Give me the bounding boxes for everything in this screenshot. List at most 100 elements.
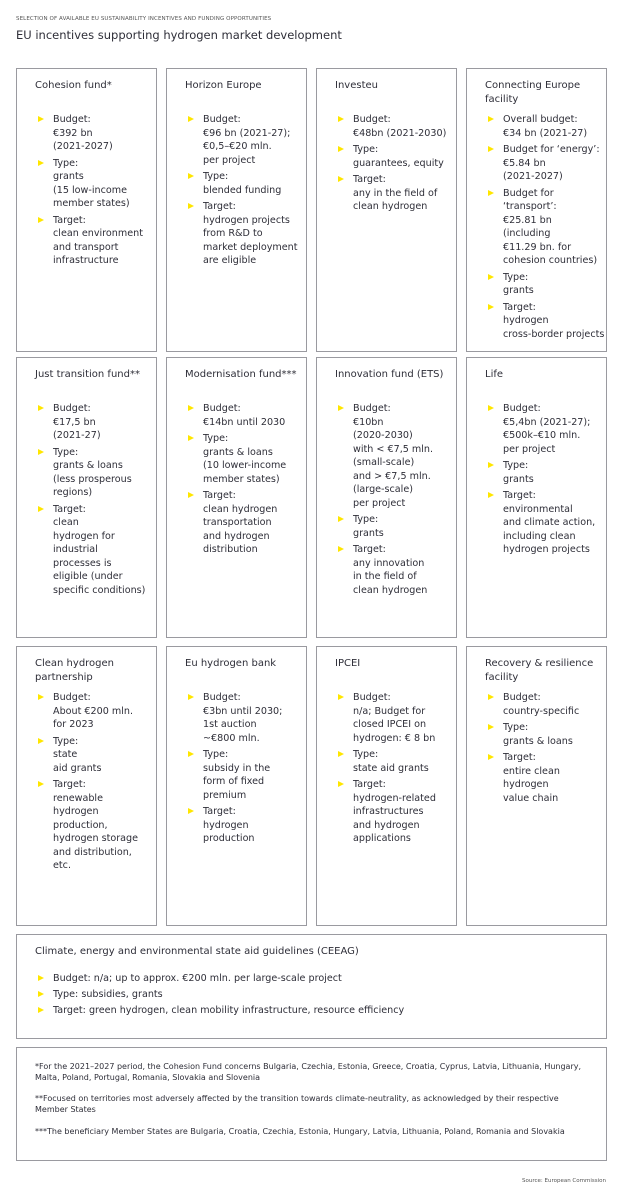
item-text: (2021-27) [53,430,101,441]
item-text: Type: [203,171,229,182]
list-item: Type: state aid grants [317,748,456,775]
list-item: Target: clean hydrogen for industrial proces… [17,503,156,598]
card-title-line: partnership [35,671,93,683]
item-text: Target: [503,490,536,501]
bullet [38,216,44,223]
list-item: Type: grants & loans [467,721,606,748]
item-list: Budget: n/a; up to approx. €200 mln. per… [17,972,606,1020]
item-text: (less prosperous [53,473,132,485]
item-text: country-specific [503,705,580,717]
list-item: Type: grants & loans (10 lower-income membe… [167,432,306,486]
bullet [488,724,494,730]
item-text: specific conditions) [53,584,146,596]
item-list: Budget: €392 bn (2021-2027) Type: grants (15 … [17,113,156,271]
list-item: Type: grants & loans (less prosperous regio… [17,446,156,500]
item-text: Type: [203,433,229,444]
item-text: Target: [203,806,236,817]
bullet [338,405,344,411]
item-text: production, [53,819,108,831]
item-text: Budget for [503,187,554,199]
card-title-line: Connecting Europe [485,80,581,91]
list-item: Target: entire clean hydrogen value chain [467,751,606,805]
item-text: clean hydrogen [203,503,278,515]
item-list: Budget: €96 bn (2021-27); €0,5–€20 mln. per… [167,113,306,271]
item-text: member states) [53,198,130,209]
bullet [488,694,494,700]
funding-card: Cohesion fund* Budget: €392 bn (2021-2027) T… [16,68,157,352]
item-text: Budget for ‘energy’: [503,144,600,155]
list-item: Target: renewable hydrogen production, hydro… [17,778,156,873]
item-text: infrastructures [353,806,424,817]
item-text: €5,4bn (2021-27); [503,416,591,428]
bullet [38,781,44,787]
item-text: and hydrogen [203,530,270,542]
bullet [38,991,44,997]
item-text: €392 bn [53,127,93,139]
funding-card: Eu hydrogen bank Budget: €3bn until 2030; 1… [166,646,307,926]
footnote: ***The beneficiary Member States are Bul… [35,1127,565,1136]
list-item: Budget: n/a; up to approx. €200 mln. per… [17,972,606,986]
list-item: Budget: €3bn until 2030; 1st auction ~€800 … [167,691,306,745]
item-text: Target: [53,779,86,790]
item-text: €14bn until 2030 [203,416,286,428]
funding-card: Just transition fund** Budget: €17,5 bn (20… [16,357,157,638]
item-text: €3bn until 2030; [203,705,283,717]
item-text: (small-scale) [353,457,415,468]
list-item: Overall budget: €34 bn (2021-27) [467,113,606,140]
list-item: Target: green hydrogen, clean mobility i… [17,1004,606,1018]
card-title: Modernisation fund*** [185,368,297,382]
item-text: Budget: [53,403,91,414]
bullet [38,448,44,455]
bullet [338,546,344,552]
item-text: hydrogen storage [53,833,139,844]
item-text: Type: [503,722,529,733]
item-text: hydrogen [53,806,99,817]
item-text: €5.84 bn [503,157,546,169]
bullet [488,492,494,498]
card-title-line: Cohesion fund* [35,80,112,91]
item-text: Type: [53,735,79,747]
item-text: entire clean [503,765,560,777]
item-text: member states) [203,473,280,485]
item-text: Target: [53,503,86,515]
bullet [38,1007,44,1013]
item-text: hydrogen projects [503,544,590,555]
card-title: Eu hydrogen bank [185,657,276,671]
list-item: Budget: €17,5 bn (2021-27) [17,402,156,443]
bullet [338,146,344,152]
item-text: Target: [203,490,236,501]
item-text: guarantees, equity [353,157,444,169]
card-title-line: Life [485,369,504,380]
item-text: Type: [53,446,79,458]
bullet [338,516,344,522]
item-text: hydrogen-related [353,792,436,804]
bullet [488,189,494,196]
item-text: Target: [353,544,386,555]
item-text: hydrogen [203,819,249,831]
list-item: Target: clean hydrogen transportation and h… [167,489,306,557]
item-text: Budget: [53,692,91,703]
item-text: and > €7,5 mln. [353,470,431,482]
item-text: and transport [53,241,119,253]
card-title-line: facility [485,93,519,105]
bullet [38,737,44,744]
card-title: Innovation fund (ETS) [335,368,443,382]
card-title: Clean hydrogen partnership [35,657,114,684]
item-text: state [53,749,78,760]
item-text: Type: [353,749,379,760]
list-item: Budget: €392 bn (2021-2027) [17,113,156,154]
item-text: eligible (under [53,571,123,582]
list-item: Target: hydrogen cross-border projects [467,301,606,342]
item-text: premium [203,789,247,801]
item-text: (large-scale) [353,484,413,495]
item-text: industrial [53,544,98,555]
card-title-line: Investeu [335,80,378,91]
bullet [488,405,494,411]
item-text: transportation [203,517,272,528]
item-text: (15 low-income [53,184,127,196]
item-text: clean hydrogen [353,584,428,596]
list-item: Target: hydrogen projects from R&D to marke… [167,200,306,268]
list-item: Target: environmental and climate action, i… [467,489,606,557]
item-text: value chain [503,792,559,804]
